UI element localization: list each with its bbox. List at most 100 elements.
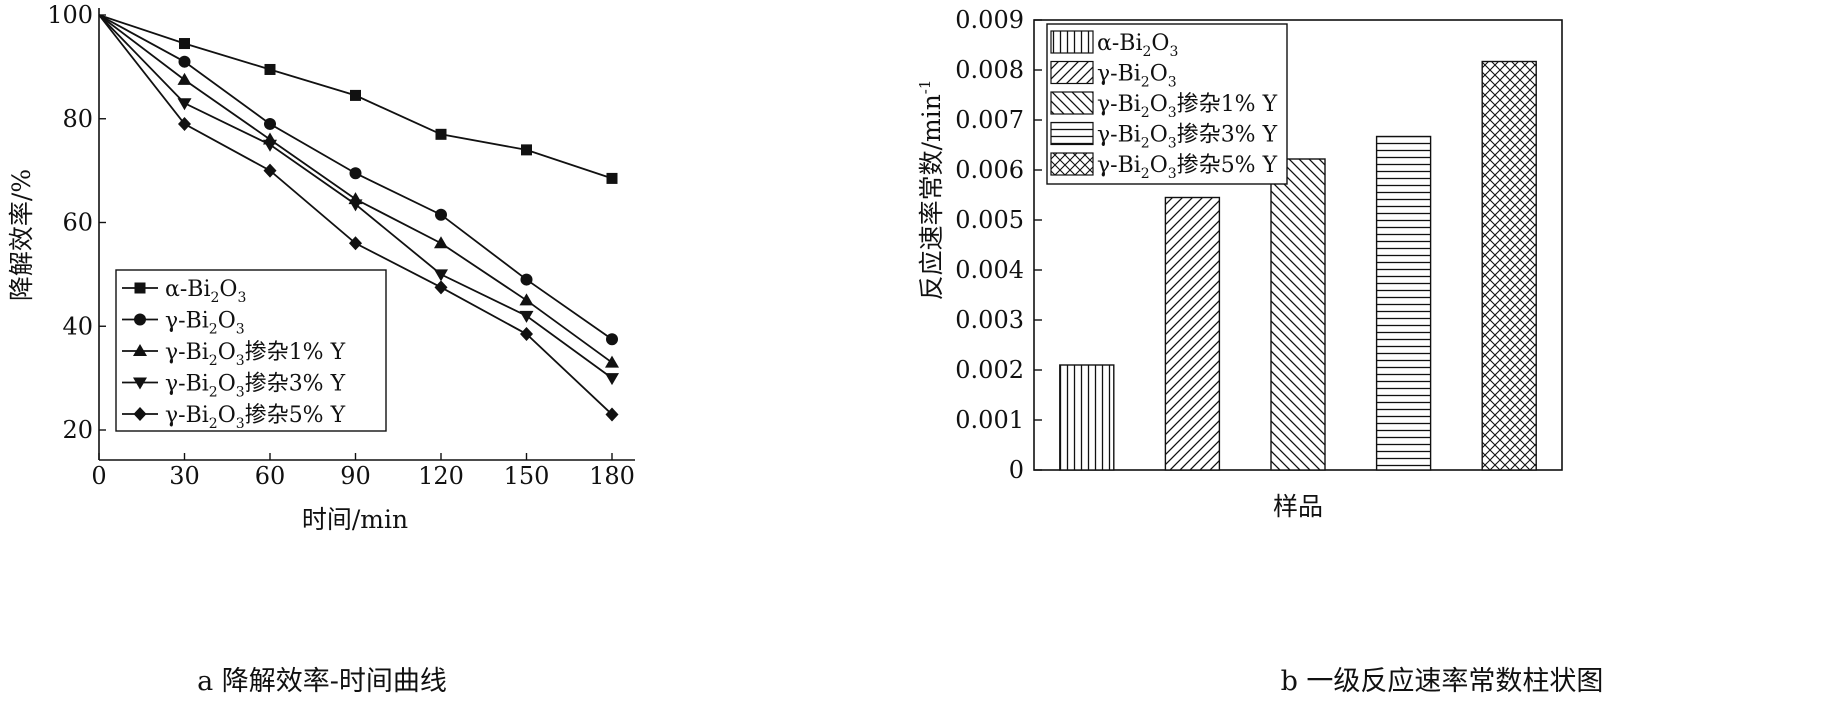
- x-tick-label: 90: [340, 462, 371, 490]
- legend-item: γ-Bi2O3掺杂5% Y: [122, 403, 346, 432]
- data-point: [435, 128, 447, 140]
- legend-swatch: [1050, 60, 1094, 85]
- bar-2: [1164, 196, 1221, 471]
- data-point: [605, 373, 619, 386]
- x-axis-label: 时间/min: [302, 505, 408, 534]
- data-point: [177, 98, 192, 111]
- legend-box: [115, 269, 387, 432]
- x-tick-label: 120: [418, 462, 464, 490]
- data-point: [349, 167, 362, 180]
- legend-swatch: [1050, 91, 1094, 115]
- y-tick-label: 0.006: [955, 156, 1024, 184]
- data-point: [348, 199, 363, 212]
- legend-label: γ-Bi2O3: [1097, 62, 1177, 91]
- legend-item: γ-Bi2O3掺杂1% Y: [1050, 91, 1278, 121]
- legend-label: γ-Bi2O3掺杂3% Y: [165, 372, 346, 401]
- data-point: [350, 89, 361, 101]
- legend-item: α-Bi2O3: [122, 277, 246, 306]
- legend-swatch: [1050, 152, 1094, 176]
- data-point: [177, 72, 192, 85]
- x-tick-label: 0: [91, 462, 106, 490]
- data-point: [263, 163, 277, 178]
- bar-5: [1481, 60, 1537, 471]
- data-point: [434, 280, 448, 295]
- y-tick-label: 0.004: [955, 256, 1024, 284]
- data-point: [605, 407, 619, 422]
- data-point: [179, 38, 190, 50]
- line-chart: 0 30 60 90 120 150 180 20 40 60 80 100 时间/min 降解效率/% α…: [7, 1, 635, 534]
- y-tick-label: 0.005: [955, 206, 1024, 234]
- legend-marker: [134, 282, 146, 294]
- y-tick-label: 0.002: [955, 356, 1024, 384]
- bar-3: [1270, 158, 1326, 471]
- y-axis-label: 降解效率/%: [7, 169, 36, 301]
- legend-label: γ-Bi2O3掺杂1% Y: [1097, 92, 1278, 121]
- data-point: [606, 172, 618, 184]
- data-point: [434, 269, 448, 282]
- legend-label: α-Bi2O3: [165, 277, 246, 306]
- x-tick-label: 180: [589, 462, 635, 490]
- y-tick-label: 20: [62, 416, 93, 444]
- legend-label: γ-Bi2O3: [165, 309, 245, 338]
- data-point: [434, 236, 448, 249]
- legend-item: γ-Bi2O3掺杂5% Y: [1050, 152, 1278, 182]
- data-point: [264, 63, 276, 75]
- x-tick-label: 60: [255, 462, 286, 490]
- x-axis-label: 样品: [1273, 492, 1323, 521]
- data-point: [263, 139, 277, 152]
- y-tick-label: 0: [1009, 456, 1024, 484]
- x-tick-label: 30: [169, 462, 200, 490]
- y-tick-label: 40: [62, 312, 93, 340]
- data-point: [178, 116, 191, 131]
- data-point: [521, 144, 532, 156]
- data-point: [605, 355, 619, 368]
- series-line-2: [98, 14, 618, 346]
- x-tick-label: 150: [504, 462, 550, 490]
- data-point: [264, 117, 276, 130]
- y-tick-label: 0.009: [955, 6, 1024, 34]
- legend-label: α-Bi2O3: [1097, 31, 1178, 60]
- series-line-1: [98, 14, 618, 184]
- y-axis-label: 反应速率常数/min-1: [916, 80, 946, 301]
- y-tick-label: 0.008: [955, 56, 1024, 84]
- legend-label: γ-Bi2O3掺杂1% Y: [165, 340, 346, 369]
- data-point: [606, 333, 618, 346]
- legend-label: γ-Bi2O3掺杂5% Y: [1097, 153, 1278, 182]
- legend-swatch: [1050, 30, 1094, 54]
- data-point: [178, 55, 191, 68]
- data-point: [349, 236, 362, 251]
- data-point: [520, 273, 533, 286]
- legend-item: γ-Bi2O3掺杂3% Y: [1050, 121, 1278, 152]
- bar-1: [1059, 364, 1115, 471]
- caption-b: b 一级反应速率常数柱状图: [1281, 666, 1604, 697]
- legend-label: γ-Bi2O3掺杂5% Y: [165, 403, 346, 432]
- data-point: [520, 327, 533, 342]
- series-line-4: [98, 14, 619, 386]
- bar-4: [1375, 135, 1432, 471]
- legend-item: γ-Bi2O3: [1050, 60, 1177, 91]
- legend-item: γ-Bi2O3: [122, 309, 245, 338]
- legend-label: γ-Bi2O3掺杂3% Y: [1097, 123, 1278, 152]
- y-tick-label: 0.007: [955, 106, 1024, 134]
- legend-marker: [133, 407, 147, 421]
- data-point: [519, 310, 534, 323]
- y-tick-label: 0.001: [955, 406, 1024, 434]
- y-tick-label: 100: [47, 1, 93, 29]
- data-point: [435, 208, 447, 221]
- caption-a: a 降解效率-时间曲线: [197, 666, 447, 697]
- y-tick-label: 0.003: [955, 306, 1024, 334]
- legend-item: γ-Bi2O3掺杂1% Y: [122, 340, 346, 369]
- legend-item: γ-Bi2O3掺杂3% Y: [122, 372, 346, 401]
- legend-marker: [134, 313, 146, 326]
- y-tick-label: 80: [62, 105, 93, 133]
- legend-marker: [133, 377, 147, 390]
- bar-chart: 0 0.001 0.002 0.003 0.004 0.005 0.006 0.007 0.00…: [916, 6, 1563, 521]
- legend-marker: [133, 344, 147, 356]
- legend-item: α-Bi2O3: [1050, 30, 1178, 60]
- legend-swatch: [1050, 121, 1094, 146]
- y-tick-label: 60: [62, 209, 93, 237]
- data-point: [519, 293, 534, 306]
